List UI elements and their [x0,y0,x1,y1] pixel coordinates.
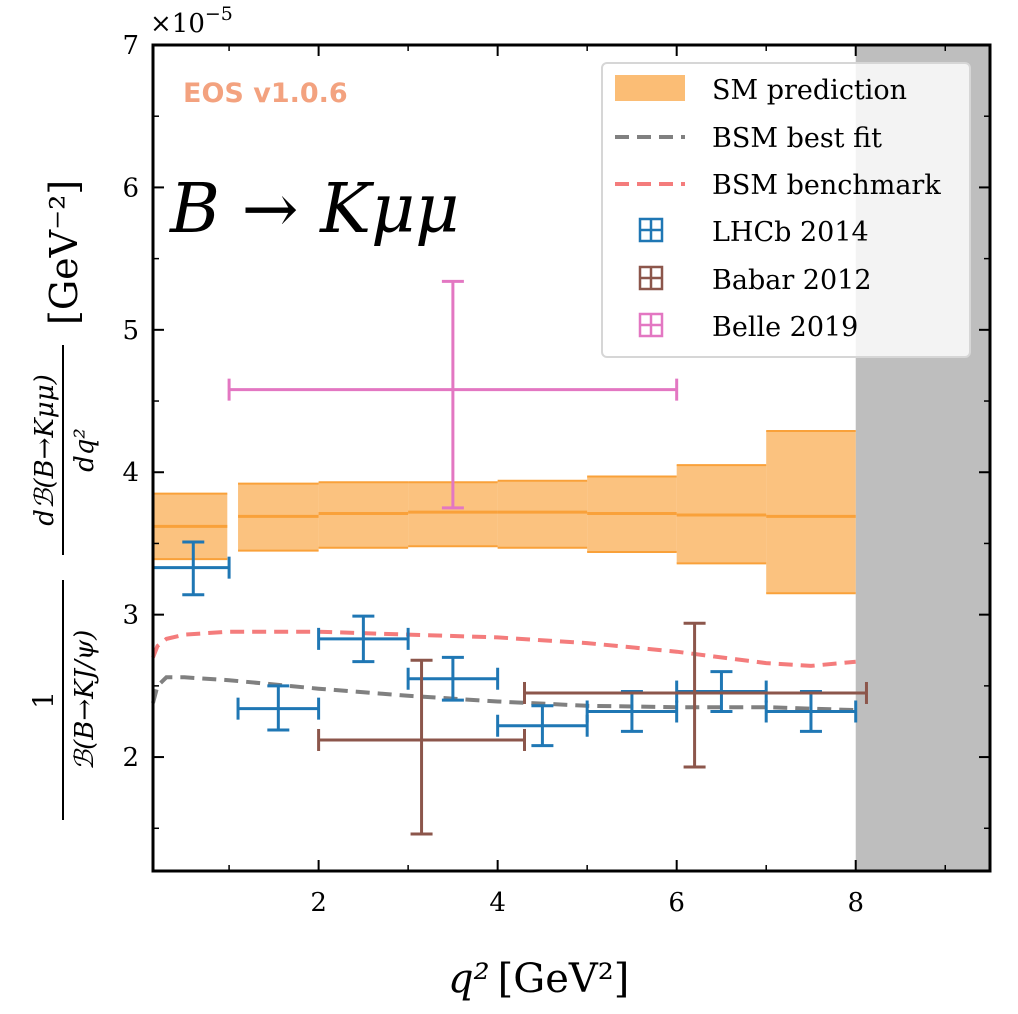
chart-title: B → Kμμ [168,170,459,249]
babar-2012-point-0 [317,658,527,836]
lhcb-2014-point-2 [317,614,410,664]
legend-label-sm: SM prediction [712,75,907,106]
sm-band-4 [497,480,588,548]
y-tick-label-3: 5 [122,316,139,346]
legend-label-lhcb: LHCb 2014 [712,217,869,248]
lhcb-2014-point-1 [236,684,321,732]
x-axis-label: q² [GeV²] [448,956,629,1002]
x-tick-label-0: 2 [310,888,327,918]
legend-label-bsm-fit: BSM best fit [712,123,882,154]
eos-watermark: EOS v1.0.6 [183,78,348,109]
y-label-one: 1 [27,691,60,709]
axis-ticks: 2 4 6 8 2 3 4 5 6 7 [122,31,990,918]
legend: SM prediction BSM best fit BSM benchmark… [601,62,971,358]
legend-label-babar: Babar 2012 [712,265,872,296]
y-tick-label-0: 2 [122,743,139,773]
y-tick-label-5: 7 [122,31,139,61]
belle-2019-point-0 [227,279,679,510]
y-label-bf-denominator: ℬ(B→KJ/ψ) [70,630,100,771]
sm-band-7 [766,430,856,594]
x-tick-label-3: 8 [847,888,864,918]
y-offset-label: ×10−5 [150,3,233,39]
y-label-differential-denominator: dq² [70,428,100,472]
sm-prediction-bands [153,429,856,595]
babar-2012-point-1 [523,621,868,769]
x-tick-label-1: 4 [489,888,506,918]
legend-label-bsm-bench: BSM benchmark [712,170,941,201]
legend-swatch-lhcb [638,217,664,243]
y-label-differential-numerator: dℬ(B→Kμμ) [30,374,60,525]
plot-frame [151,43,992,873]
legend-swatch-belle [638,312,664,338]
legend-swatch-babar [638,265,664,291]
y-tick-label-4: 6 [122,173,139,203]
y-axis-label: 1 ℬ(B→KJ/ψ) dℬ(B→Kμμ) dq² [GeV⁻²] [27,180,100,820]
lhcb-2014-point-7 [764,690,858,733]
y-tick-label-2: 4 [122,458,139,488]
y-label-unit: [GeV⁻²] [42,180,86,325]
legend-swatch-sm [615,75,685,101]
lhcb-2014-point-5 [585,690,679,733]
y-tick-label-1: 3 [122,601,139,631]
legend-label-belle: Belle 2019 [712,312,858,343]
data-points [151,279,868,836]
x-tick-label-2: 6 [668,888,685,918]
legend-box [601,62,971,358]
bsm-best-fit-line [151,675,856,713]
bsm-benchmark-line [151,629,856,668]
